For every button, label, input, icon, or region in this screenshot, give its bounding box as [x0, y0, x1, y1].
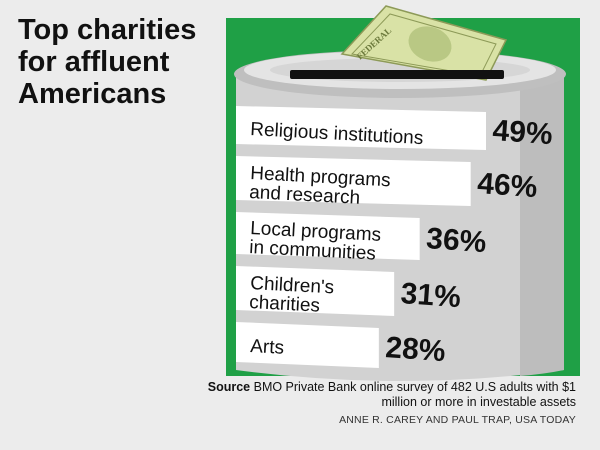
bar-3: [236, 212, 420, 260]
bar-1: [236, 106, 486, 150]
source-label: Source: [207, 380, 251, 394]
source-note: Source BMO Private Bank online survey of…: [196, 380, 576, 410]
value-label-4: 31%: [400, 277, 462, 314]
bar-2: [236, 156, 471, 206]
category-label-4: Children'scharities: [249, 273, 335, 317]
can-shading: [520, 74, 564, 376]
value-label-1: 49%: [492, 114, 554, 151]
bar-4: [236, 266, 395, 316]
value-label-2: 46%: [476, 167, 538, 204]
dollar-bill: FEDERAL: [340, 5, 508, 81]
coin-slot: [290, 70, 504, 79]
bar-5: [236, 322, 379, 368]
source-text: BMO Private Bank online survey of 482 U.…: [253, 380, 576, 409]
value-label-3: 36%: [425, 222, 487, 259]
category-label-3: Local programsin communities: [249, 218, 382, 265]
value-label-5: 28%: [384, 331, 446, 368]
bars-group: Religious institutions 49%Health programs…: [236, 106, 554, 368]
credit-line: ANNE R. CAREY AND PAUL TRAP, USA TODAY: [339, 414, 576, 426]
chart-title: Top charities for affluent Americans: [18, 14, 197, 110]
category-label-5: Arts: [250, 336, 285, 359]
